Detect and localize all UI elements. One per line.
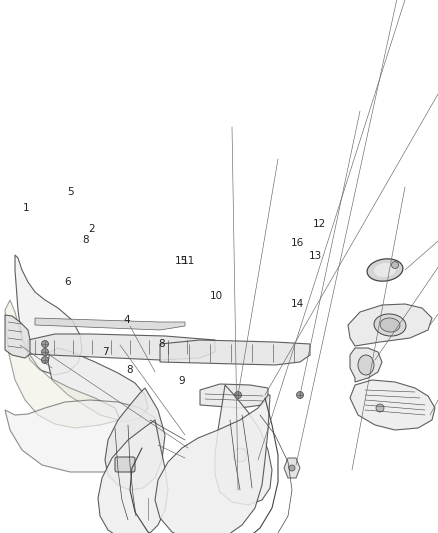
Text: 15: 15 xyxy=(175,256,188,266)
Circle shape xyxy=(42,341,49,348)
Polygon shape xyxy=(200,384,268,408)
Polygon shape xyxy=(105,388,165,490)
Polygon shape xyxy=(5,300,120,428)
Text: 1: 1 xyxy=(23,203,30,213)
Polygon shape xyxy=(35,318,185,330)
Polygon shape xyxy=(5,315,30,358)
Polygon shape xyxy=(5,400,158,472)
Polygon shape xyxy=(48,348,148,422)
Text: 12: 12 xyxy=(313,219,326,229)
Polygon shape xyxy=(98,420,168,533)
Text: 8: 8 xyxy=(82,235,89,245)
Polygon shape xyxy=(350,380,435,430)
Polygon shape xyxy=(28,334,215,360)
Text: 6: 6 xyxy=(64,278,71,287)
Ellipse shape xyxy=(380,318,400,332)
Polygon shape xyxy=(160,340,310,365)
Text: 16: 16 xyxy=(291,238,304,247)
FancyBboxPatch shape xyxy=(115,457,135,472)
Text: 4: 4 xyxy=(124,315,131,325)
Polygon shape xyxy=(284,458,300,478)
Text: 10: 10 xyxy=(210,291,223,301)
Text: 13: 13 xyxy=(309,251,322,261)
Ellipse shape xyxy=(374,314,406,336)
Circle shape xyxy=(42,357,49,364)
Text: 7: 7 xyxy=(102,347,109,357)
Circle shape xyxy=(376,404,384,412)
Text: 5: 5 xyxy=(67,187,74,197)
Circle shape xyxy=(234,392,241,399)
Ellipse shape xyxy=(374,263,396,277)
Text: 11: 11 xyxy=(182,256,195,266)
Text: 9: 9 xyxy=(178,376,185,386)
Text: 2: 2 xyxy=(88,224,95,234)
Ellipse shape xyxy=(367,259,403,281)
Circle shape xyxy=(297,392,304,399)
Circle shape xyxy=(233,448,247,462)
Polygon shape xyxy=(155,395,270,533)
Polygon shape xyxy=(215,385,272,505)
Polygon shape xyxy=(15,255,82,375)
Text: 8: 8 xyxy=(159,339,166,349)
Polygon shape xyxy=(348,304,432,346)
Circle shape xyxy=(42,349,49,356)
Circle shape xyxy=(392,262,399,269)
Text: 8: 8 xyxy=(126,366,133,375)
Polygon shape xyxy=(350,348,382,382)
Text: 14: 14 xyxy=(291,299,304,309)
Circle shape xyxy=(289,465,295,471)
Ellipse shape xyxy=(358,355,374,375)
